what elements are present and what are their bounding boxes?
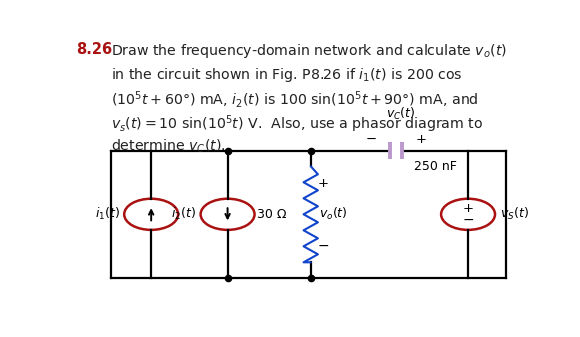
Text: +: +: [317, 177, 328, 190]
Text: $v_o(t)$: $v_o(t)$: [319, 206, 347, 222]
Text: −: −: [317, 239, 329, 252]
Text: +: +: [463, 202, 473, 215]
Text: in the circuit shown in Fig. P8.26 if $i_1(t)$ is 200 cos: in the circuit shown in Fig. P8.26 if $i…: [111, 66, 462, 84]
Text: 8.26: 8.26: [76, 42, 112, 57]
Text: $v_C(t)$: $v_C(t)$: [386, 106, 415, 122]
Text: $i_2(t)$: $i_2(t)$: [171, 206, 196, 222]
Text: $v_S(t)$: $v_S(t)$: [501, 206, 530, 222]
Text: −: −: [462, 213, 474, 227]
Text: −: −: [366, 132, 377, 146]
Text: 30 Ω: 30 Ω: [256, 208, 286, 221]
Text: determine $v_C(t)$.: determine $v_C(t)$.: [111, 137, 226, 155]
Text: $i_1(t)$: $i_1(t)$: [95, 206, 119, 222]
Text: $v_s(t) = 10$ sin$(10^5t)$ V.  Also, use a phasor diagram to: $v_s(t) = 10$ sin$(10^5t)$ V. Also, use …: [111, 113, 483, 135]
Text: Draw the frequency-domain network and calculate $v_o(t)$: Draw the frequency-domain network and ca…: [111, 42, 507, 60]
Text: 250 nF: 250 nF: [414, 160, 456, 173]
Text: $(10^5t + 60°)$ mA, $i_2(t)$ is 100 sin$(10^5t + 90°)$ mA, and: $(10^5t + 60°)$ mA, $i_2(t)$ is 100 sin$…: [111, 90, 478, 111]
Text: +: +: [415, 132, 426, 146]
